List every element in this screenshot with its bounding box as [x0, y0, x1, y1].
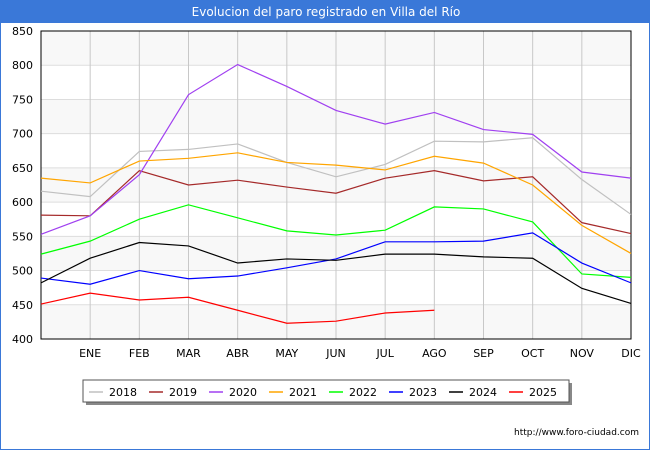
legend-label: 2021	[289, 386, 317, 399]
y-tick-label: 650	[12, 162, 33, 175]
x-tick-label: FEB	[129, 347, 150, 360]
source-url[interactable]: http://www.foro-ciudad.com	[514, 428, 639, 438]
series-line-2025	[40, 292, 435, 324]
y-tick-label: 600	[12, 196, 33, 209]
legend-label: 2025	[529, 386, 557, 399]
x-tick-label: DIC	[621, 347, 641, 360]
series-line-2021	[40, 152, 632, 254]
x-tick-label: MAR	[176, 347, 201, 360]
y-tick-label: 550	[12, 230, 33, 243]
y-tick-label: 500	[12, 265, 33, 278]
series-line-2019	[40, 169, 632, 235]
y-tick-label: 450	[12, 299, 33, 312]
series-line-2022	[40, 204, 632, 278]
legend-label: 2019	[169, 386, 197, 399]
legend: 2018 2019 2020 2021 2022 2023 2024 2025	[82, 379, 572, 405]
legend-label: 2018	[109, 386, 137, 399]
y-tick-label: 750	[12, 93, 33, 106]
legend-label: 2020	[229, 386, 257, 399]
x-tick-label: ENE	[79, 347, 101, 360]
chart-title: Evolucion del paro registrado en Villa d…	[1, 1, 649, 23]
x-tick-label: MAY	[275, 347, 298, 360]
x-tick-label: SEP	[473, 347, 494, 360]
legend-label: 2023	[409, 386, 437, 399]
x-tick-label: JUN	[325, 347, 346, 360]
y-tick-label: 700	[12, 128, 33, 141]
y-tick-label: 850	[12, 25, 33, 38]
plot-frame	[40, 30, 632, 340]
series-line-2023	[40, 232, 632, 285]
x-tick-label: OCT	[521, 347, 544, 360]
y-tick-label: 800	[12, 59, 33, 72]
series-line-2024	[40, 241, 632, 304]
x-tick-label: AGO	[422, 347, 447, 360]
series-line-2018	[40, 137, 632, 215]
x-tick-label: NOV	[570, 347, 595, 360]
legend-box	[82, 379, 570, 403]
legend-label: 2024	[469, 386, 497, 399]
legend-label: 2022	[349, 386, 377, 399]
x-tick-label: ABR	[226, 347, 249, 360]
x-tick-label: JUL	[375, 347, 394, 360]
y-tick-label: 400	[12, 333, 33, 346]
series-line-2020	[40, 63, 632, 235]
